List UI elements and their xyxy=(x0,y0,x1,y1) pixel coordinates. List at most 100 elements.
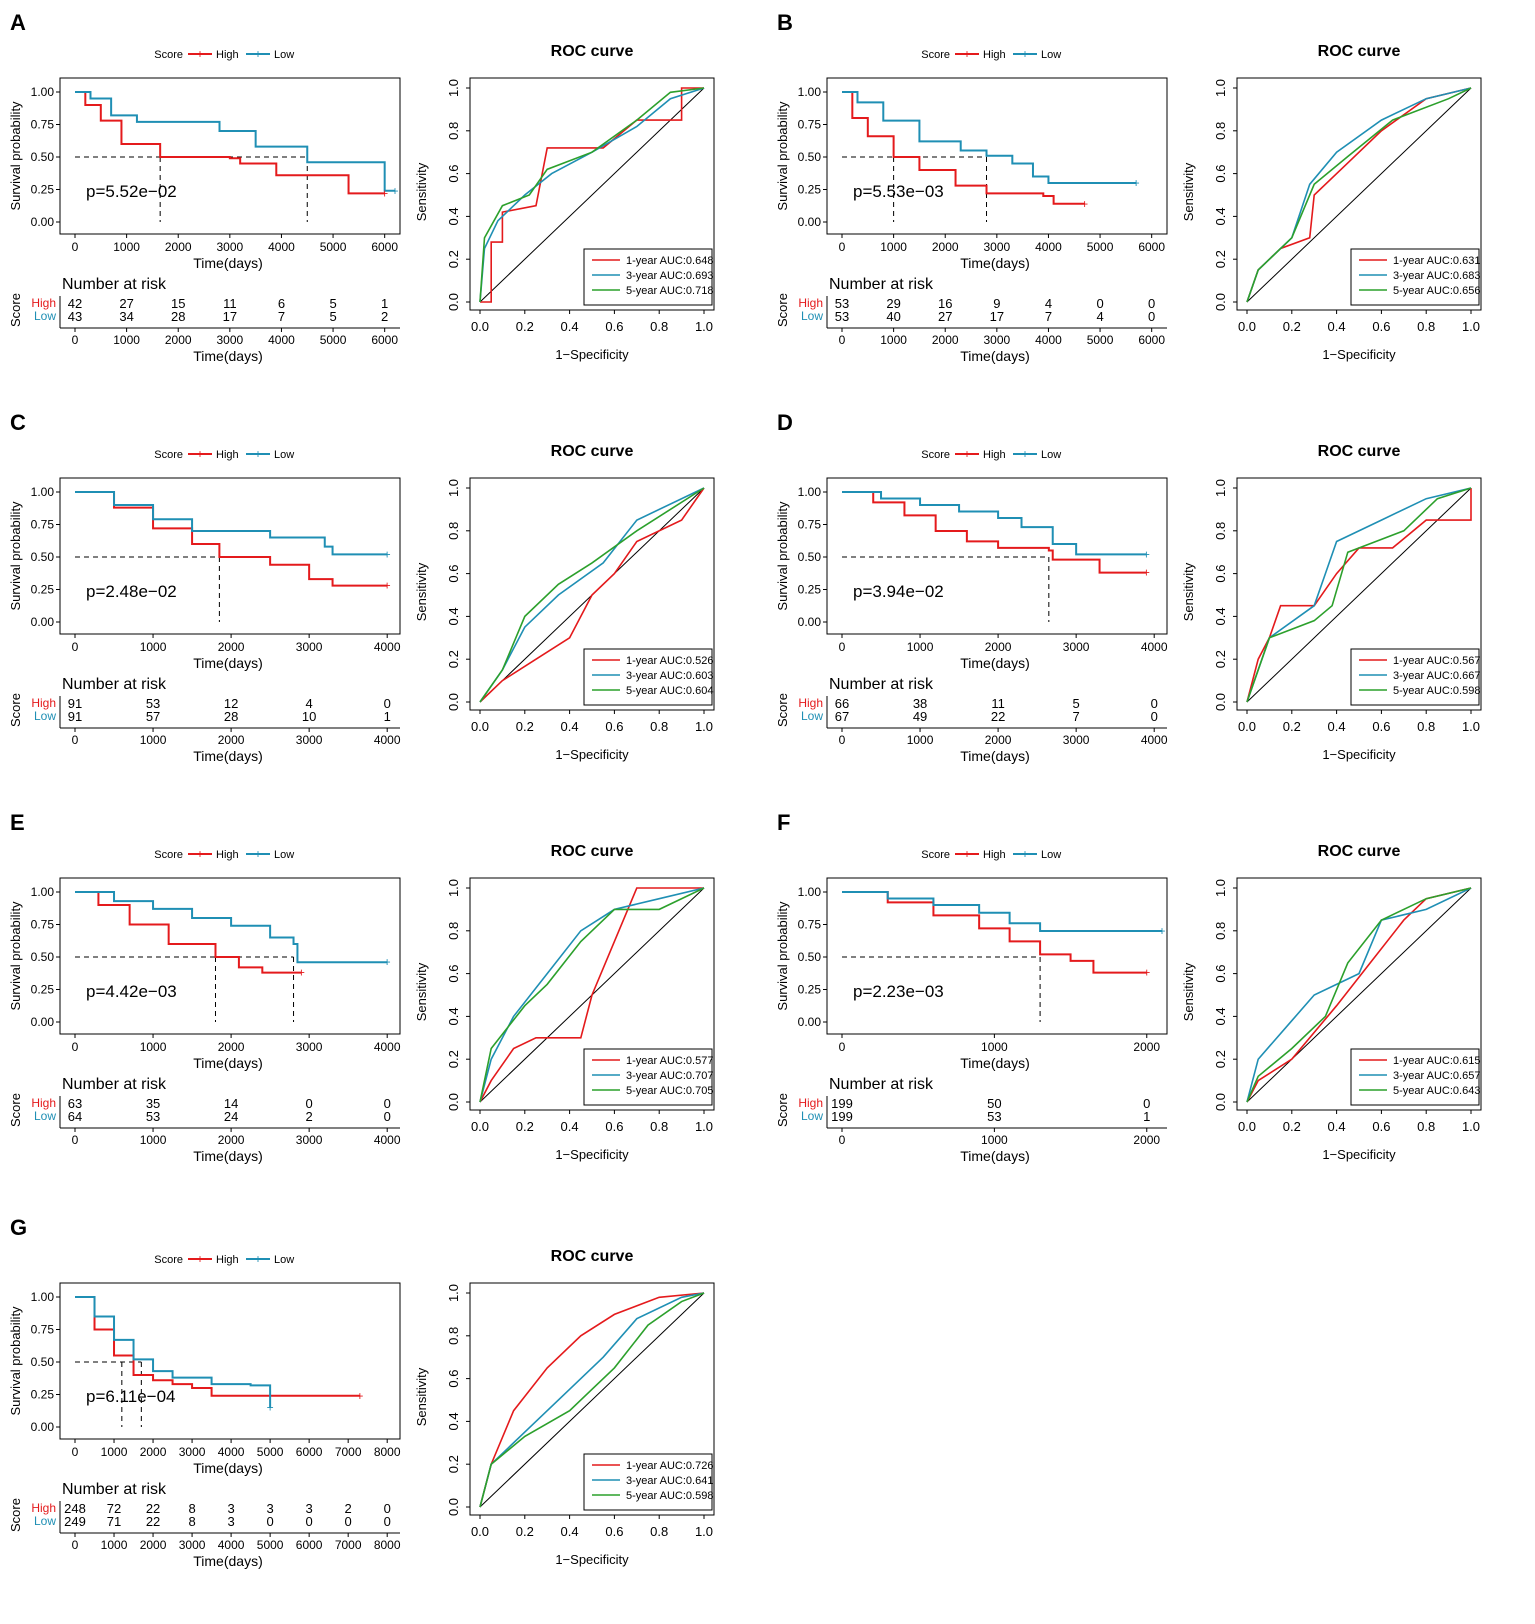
km-legend-low-label: Low xyxy=(1041,49,1061,61)
roc-xtick-label: 1.0 xyxy=(1462,1119,1480,1134)
km-xtick-label: 7000 xyxy=(335,1445,362,1459)
roc-curve-5year xyxy=(1246,487,1472,703)
roc-title: ROC curve xyxy=(1318,43,1401,60)
roc-ytick-label: 0.0 xyxy=(446,293,461,311)
risk-xtick-label: 5000 xyxy=(257,1538,284,1552)
roc-legend-label-2: 3-year AUC:0.603 xyxy=(626,670,713,682)
roc-curve-5year xyxy=(1246,887,1472,1103)
panel-letter: F xyxy=(777,810,790,835)
km-censor-low: + xyxy=(1143,547,1150,561)
risk-count-high: 15 xyxy=(171,296,185,311)
roc-ytick-label: 0.4 xyxy=(446,1007,461,1025)
risk-count-high: 66 xyxy=(835,696,849,711)
km-xtick-label: 2000 xyxy=(218,640,245,654)
roc-xtick-label: 0.6 xyxy=(605,1119,623,1134)
risk-count-high: 5 xyxy=(329,296,336,311)
roc-frame xyxy=(469,77,715,311)
km-xtick-label: 2000 xyxy=(985,640,1012,654)
km-legend-low-label: Low xyxy=(1041,449,1061,461)
risk-count-low: 249 xyxy=(64,1514,86,1529)
roc-xtick-label: 0.8 xyxy=(650,719,668,734)
km-frame xyxy=(59,1282,401,1440)
roc-xtick-label: 0.2 xyxy=(516,1119,534,1134)
risk-xtick-label: 5000 xyxy=(1087,333,1114,347)
roc-curve-3year xyxy=(1246,887,1472,1103)
km-legend-title: Score xyxy=(154,1254,183,1266)
roc-frame xyxy=(1236,77,1482,311)
km-plot: Score + High + Low 0.00 0.25 0.50 0.75 1.00 0 1000 2… xyxy=(8,1252,401,1476)
km-xtick-label: 1000 xyxy=(907,640,934,654)
roc-legend-label-2: 3-year AUC:0.683 xyxy=(1393,270,1480,282)
risk-ylabel: Score xyxy=(775,693,790,727)
roc-ytick-label: 0.6 xyxy=(446,1370,461,1388)
risk-xtick-label: 3000 xyxy=(1063,733,1090,747)
panel-letter: A xyxy=(10,10,26,35)
roc-title: ROC curve xyxy=(551,443,634,460)
km-plot: Score + High + Low 0.00 0.25 0.50 0.75 1.00 0 1000 2… xyxy=(8,847,401,1071)
roc-ytick-label: 0.8 xyxy=(1213,522,1228,540)
km-curve-low xyxy=(842,91,1137,184)
roc-legend-label-3: 5-year AUC:0.643 xyxy=(1393,1085,1480,1097)
km-ytick-label: 0.50 xyxy=(31,950,55,964)
risk-count-low: 71 xyxy=(107,1514,121,1529)
km-ytick-label: 0.25 xyxy=(31,1388,55,1402)
roc-xtick-label: 0.2 xyxy=(516,319,534,334)
roc-ytick-label: 0.2 xyxy=(446,250,461,268)
risk-xtick-label: 3000 xyxy=(983,333,1010,347)
risk-count-low: 3 xyxy=(227,1514,234,1529)
km-curve-low xyxy=(75,491,388,556)
roc-xtick-label: 0.8 xyxy=(1417,1119,1435,1134)
km-xtick-label: 5000 xyxy=(1087,240,1114,254)
roc-xtick-label: 0.2 xyxy=(516,1524,534,1539)
km-legend-title: Score xyxy=(154,49,183,61)
roc-ytick-label: 0.4 xyxy=(1213,207,1228,225)
risk-xlabel: Time(days) xyxy=(960,1148,1030,1164)
km-ytick-label: 0.75 xyxy=(31,118,55,132)
risk-ylabel: Score xyxy=(8,1093,23,1127)
risk-xtick-label: 5000 xyxy=(320,333,347,347)
roc-xtick-label: 0.0 xyxy=(1238,719,1256,734)
risk-xtick-label: 4000 xyxy=(218,1538,245,1552)
roc-xtick-label: 0.0 xyxy=(471,719,489,734)
risk-row-low-label: Low xyxy=(801,1109,823,1123)
roc-plot: ROC curve 0.0 0.0 0.2 0.2 0.4 0.4 0.6 0.6 0.8 0.8 1… xyxy=(414,43,715,362)
roc-xtick-label: 0.8 xyxy=(650,319,668,334)
km-ytick-label: 0.50 xyxy=(798,950,822,964)
roc-diagonal xyxy=(1246,487,1472,703)
risk-count-low: 28 xyxy=(171,309,185,324)
km-xtick-label: 8000 xyxy=(374,1445,401,1459)
risk-count-low: 17 xyxy=(990,309,1004,324)
km-ytick-label: 0.75 xyxy=(798,118,822,132)
risk-count-high: 3 xyxy=(306,1501,313,1516)
roc-ylabel: Sensitivity xyxy=(414,562,429,621)
roc-xtick-label: 1.0 xyxy=(695,719,713,734)
risk-count-low: 24 xyxy=(224,1109,238,1124)
roc-ytick-label: 1.0 xyxy=(446,79,461,97)
risk-xtick-label: 1000 xyxy=(101,1538,128,1552)
km-xtick-label: 0 xyxy=(839,1040,846,1054)
risk-row-high-label: High xyxy=(798,696,823,710)
km-plot: Score + High + Low 0.00 0.25 0.50 0.75 1.00 0 1000 2… xyxy=(8,447,401,671)
risk-xlabel: Time(days) xyxy=(193,348,263,364)
km-ytick-label: 0.00 xyxy=(31,615,55,629)
km-pvalue: p=4.42e−03 xyxy=(86,982,177,1001)
roc-xtick-label: 0.6 xyxy=(1372,719,1390,734)
km-ytick-label: 0.25 xyxy=(798,583,822,597)
risk-count-high: 9 xyxy=(993,296,1000,311)
km-ytick-label: 0.25 xyxy=(798,183,822,197)
km-xlabel: Time(days) xyxy=(960,655,1030,671)
risk-count-high: 4 xyxy=(306,696,313,711)
km-legend-title: Score xyxy=(154,449,183,461)
risk-row-high-label: High xyxy=(798,1096,823,1110)
roc-ytick-label: 0.8 xyxy=(446,122,461,140)
km-ylabel: Survival probability xyxy=(775,901,790,1011)
roc-xlabel: 1−Specificity xyxy=(555,1147,629,1162)
roc-ytick-label: 0.0 xyxy=(446,693,461,711)
roc-title: ROC curve xyxy=(551,1248,634,1265)
km-legend-low-mark: + xyxy=(254,47,261,61)
risk-title: Number at risk xyxy=(829,1076,934,1093)
